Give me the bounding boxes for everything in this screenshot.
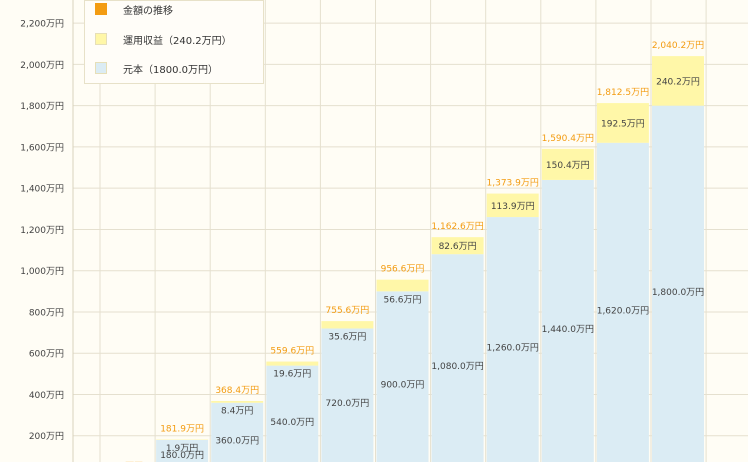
return-value-label: 82.6万円 <box>439 241 477 252</box>
total-value-label: 1,590.4万円 <box>542 133 594 144</box>
principal-value-label: 180.0万円 <box>160 450 204 461</box>
total-value-label: 1,373.9万円 <box>487 178 539 189</box>
bar-return <box>486 193 539 218</box>
bar-principal <box>431 254 484 462</box>
legend-item-trend[interactable]: 金額の推移 <box>95 0 173 19</box>
bar-return <box>266 361 319 366</box>
y-tick-label: 1,200万円 <box>20 225 64 236</box>
principal-value-label: 1,080.0万円 <box>431 361 483 372</box>
return-value-label: 150.4万円 <box>546 160 590 171</box>
return-value-label: 1.9万円 <box>166 443 198 454</box>
y-tick-label: 200万円 <box>29 431 64 442</box>
bar-principal <box>211 402 264 462</box>
bar-return <box>211 400 264 403</box>
principal-value-label: 360.0万円 <box>215 435 259 446</box>
y-tick-label: 400万円 <box>29 390 64 401</box>
legend-swatch-principal <box>95 62 107 74</box>
y-tick-label: 1,600万円 <box>20 142 64 153</box>
y-tick-label: 1,800万円 <box>20 101 64 112</box>
bar-principal <box>266 365 319 462</box>
bar-return <box>321 321 374 329</box>
return-value-label: 35.6万円 <box>328 331 366 342</box>
return-value-label: 19.6万円 <box>273 369 311 380</box>
bar-return <box>376 279 429 292</box>
total-value-label: 1,812.5万円 <box>597 87 649 98</box>
return-value-label: 56.6万円 <box>383 294 421 305</box>
total-value-label: 559.6万円 <box>270 346 314 357</box>
y-tick-label: 1,000万円 <box>20 266 64 277</box>
y-tick-label: 1,400万円 <box>20 184 64 195</box>
total-value-label: 956.6万円 <box>381 264 425 275</box>
principal-value-label: 1,620.0万円 <box>597 305 649 316</box>
bar-principal <box>486 217 539 462</box>
y-tick-label: 600万円 <box>29 349 64 360</box>
legend-label-return: 運用収益（240.2万円） <box>123 35 232 47</box>
total-value-label: 181.9万円 <box>160 423 204 434</box>
total-value-label: 368.4万円 <box>215 385 259 396</box>
bar-principal <box>376 291 429 462</box>
y-tick-label: 800万円 <box>29 307 64 318</box>
total-value-label: 1,162.6万円 <box>431 221 483 232</box>
bar-principal <box>156 439 209 462</box>
return-value-label: 8.4万円 <box>221 406 253 417</box>
bar-principal <box>596 142 649 462</box>
principal-value-label: 720.0万円 <box>326 398 370 409</box>
y-tick-label: 2,200万円 <box>20 19 64 30</box>
return-value-label: 240.2万円 <box>656 76 700 87</box>
total-value-label: 2,040.2万円 <box>652 40 704 51</box>
principal-value-label: 1,260.0万円 <box>487 343 539 354</box>
bar-return <box>541 148 594 180</box>
chart-legend: 金額の推移 運用収益（240.2万円） 元本（1800.0万円） <box>84 0 264 84</box>
bar-principal <box>541 179 594 462</box>
legend-label-trend: 金額の推移 <box>123 5 173 17</box>
legend-swatch-return <box>95 33 107 45</box>
principal-value-label: 1,440.0万円 <box>542 324 594 335</box>
bar-return <box>596 103 649 143</box>
y-tick-label: 2,000万円 <box>20 60 64 71</box>
bar-principal <box>652 105 704 462</box>
bar-return <box>431 237 484 255</box>
return-value-label: 192.5万円 <box>601 118 645 129</box>
total-value-label: 755.6万円 <box>326 305 370 316</box>
principal-value-label: 540.0万円 <box>270 417 314 428</box>
bar-principal <box>321 328 374 462</box>
legend-item-principal[interactable]: 元本（1800.0万円） <box>95 58 218 78</box>
principal-value-label: 1,800.0万円 <box>652 287 704 298</box>
legend-item-return[interactable]: 運用収益（240.2万円） <box>95 29 232 49</box>
legend-swatch-trend <box>95 3 107 15</box>
legend-label-principal: 元本（1800.0万円） <box>123 64 218 76</box>
return-value-label: 113.9万円 <box>491 201 535 212</box>
bar-return <box>652 56 704 106</box>
principal-value-label: 900.0万円 <box>381 380 425 391</box>
